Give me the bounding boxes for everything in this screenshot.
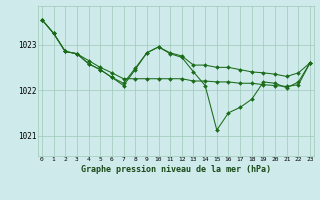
X-axis label: Graphe pression niveau de la mer (hPa): Graphe pression niveau de la mer (hPa) <box>81 165 271 174</box>
